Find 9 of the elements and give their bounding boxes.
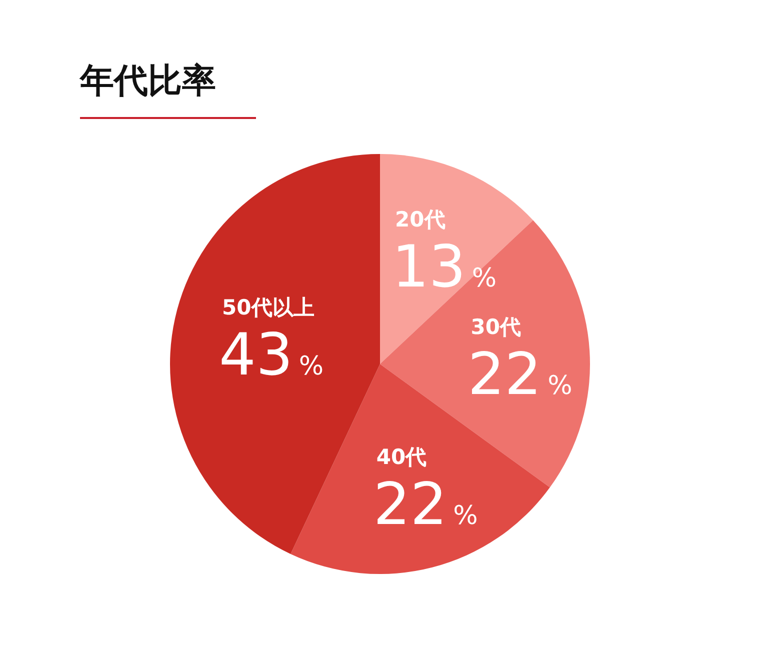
slice-label: 20代 [395,207,446,232]
slice-label: 40代 [376,445,427,470]
slice-label: 30代 [470,315,521,340]
slice-label: 50代以上 [222,296,314,320]
chart-title: 年代比率 [79,61,216,101]
data-label: 13% [392,232,497,300]
data-label: 22% [373,470,478,538]
data-label: 22% [468,340,572,408]
data-label: 43% [219,320,324,389]
